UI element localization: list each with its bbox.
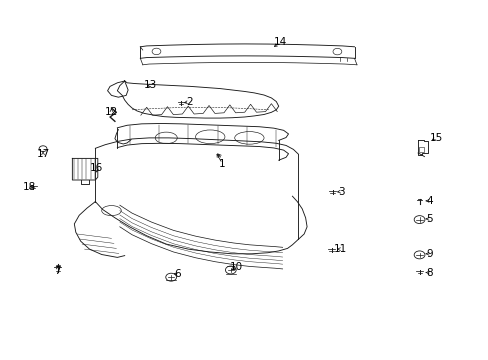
- Text: 8: 8: [425, 267, 432, 278]
- Text: 3: 3: [337, 186, 344, 197]
- Text: 17: 17: [36, 149, 50, 159]
- Text: 2: 2: [185, 97, 192, 107]
- Text: 13: 13: [143, 80, 157, 90]
- Text: 18: 18: [22, 182, 36, 192]
- Bar: [418, 147, 423, 152]
- Text: 14: 14: [273, 37, 286, 48]
- Text: 10: 10: [230, 262, 243, 272]
- Text: 16: 16: [90, 163, 103, 173]
- Text: 7: 7: [54, 266, 61, 276]
- Text: 6: 6: [174, 269, 181, 279]
- Text: 5: 5: [425, 214, 432, 224]
- Text: 4: 4: [425, 196, 432, 206]
- Text: 1: 1: [219, 159, 225, 169]
- Text: 15: 15: [428, 132, 442, 143]
- Text: 12: 12: [104, 107, 118, 117]
- Text: 9: 9: [425, 249, 432, 259]
- Text: 11: 11: [333, 244, 347, 254]
